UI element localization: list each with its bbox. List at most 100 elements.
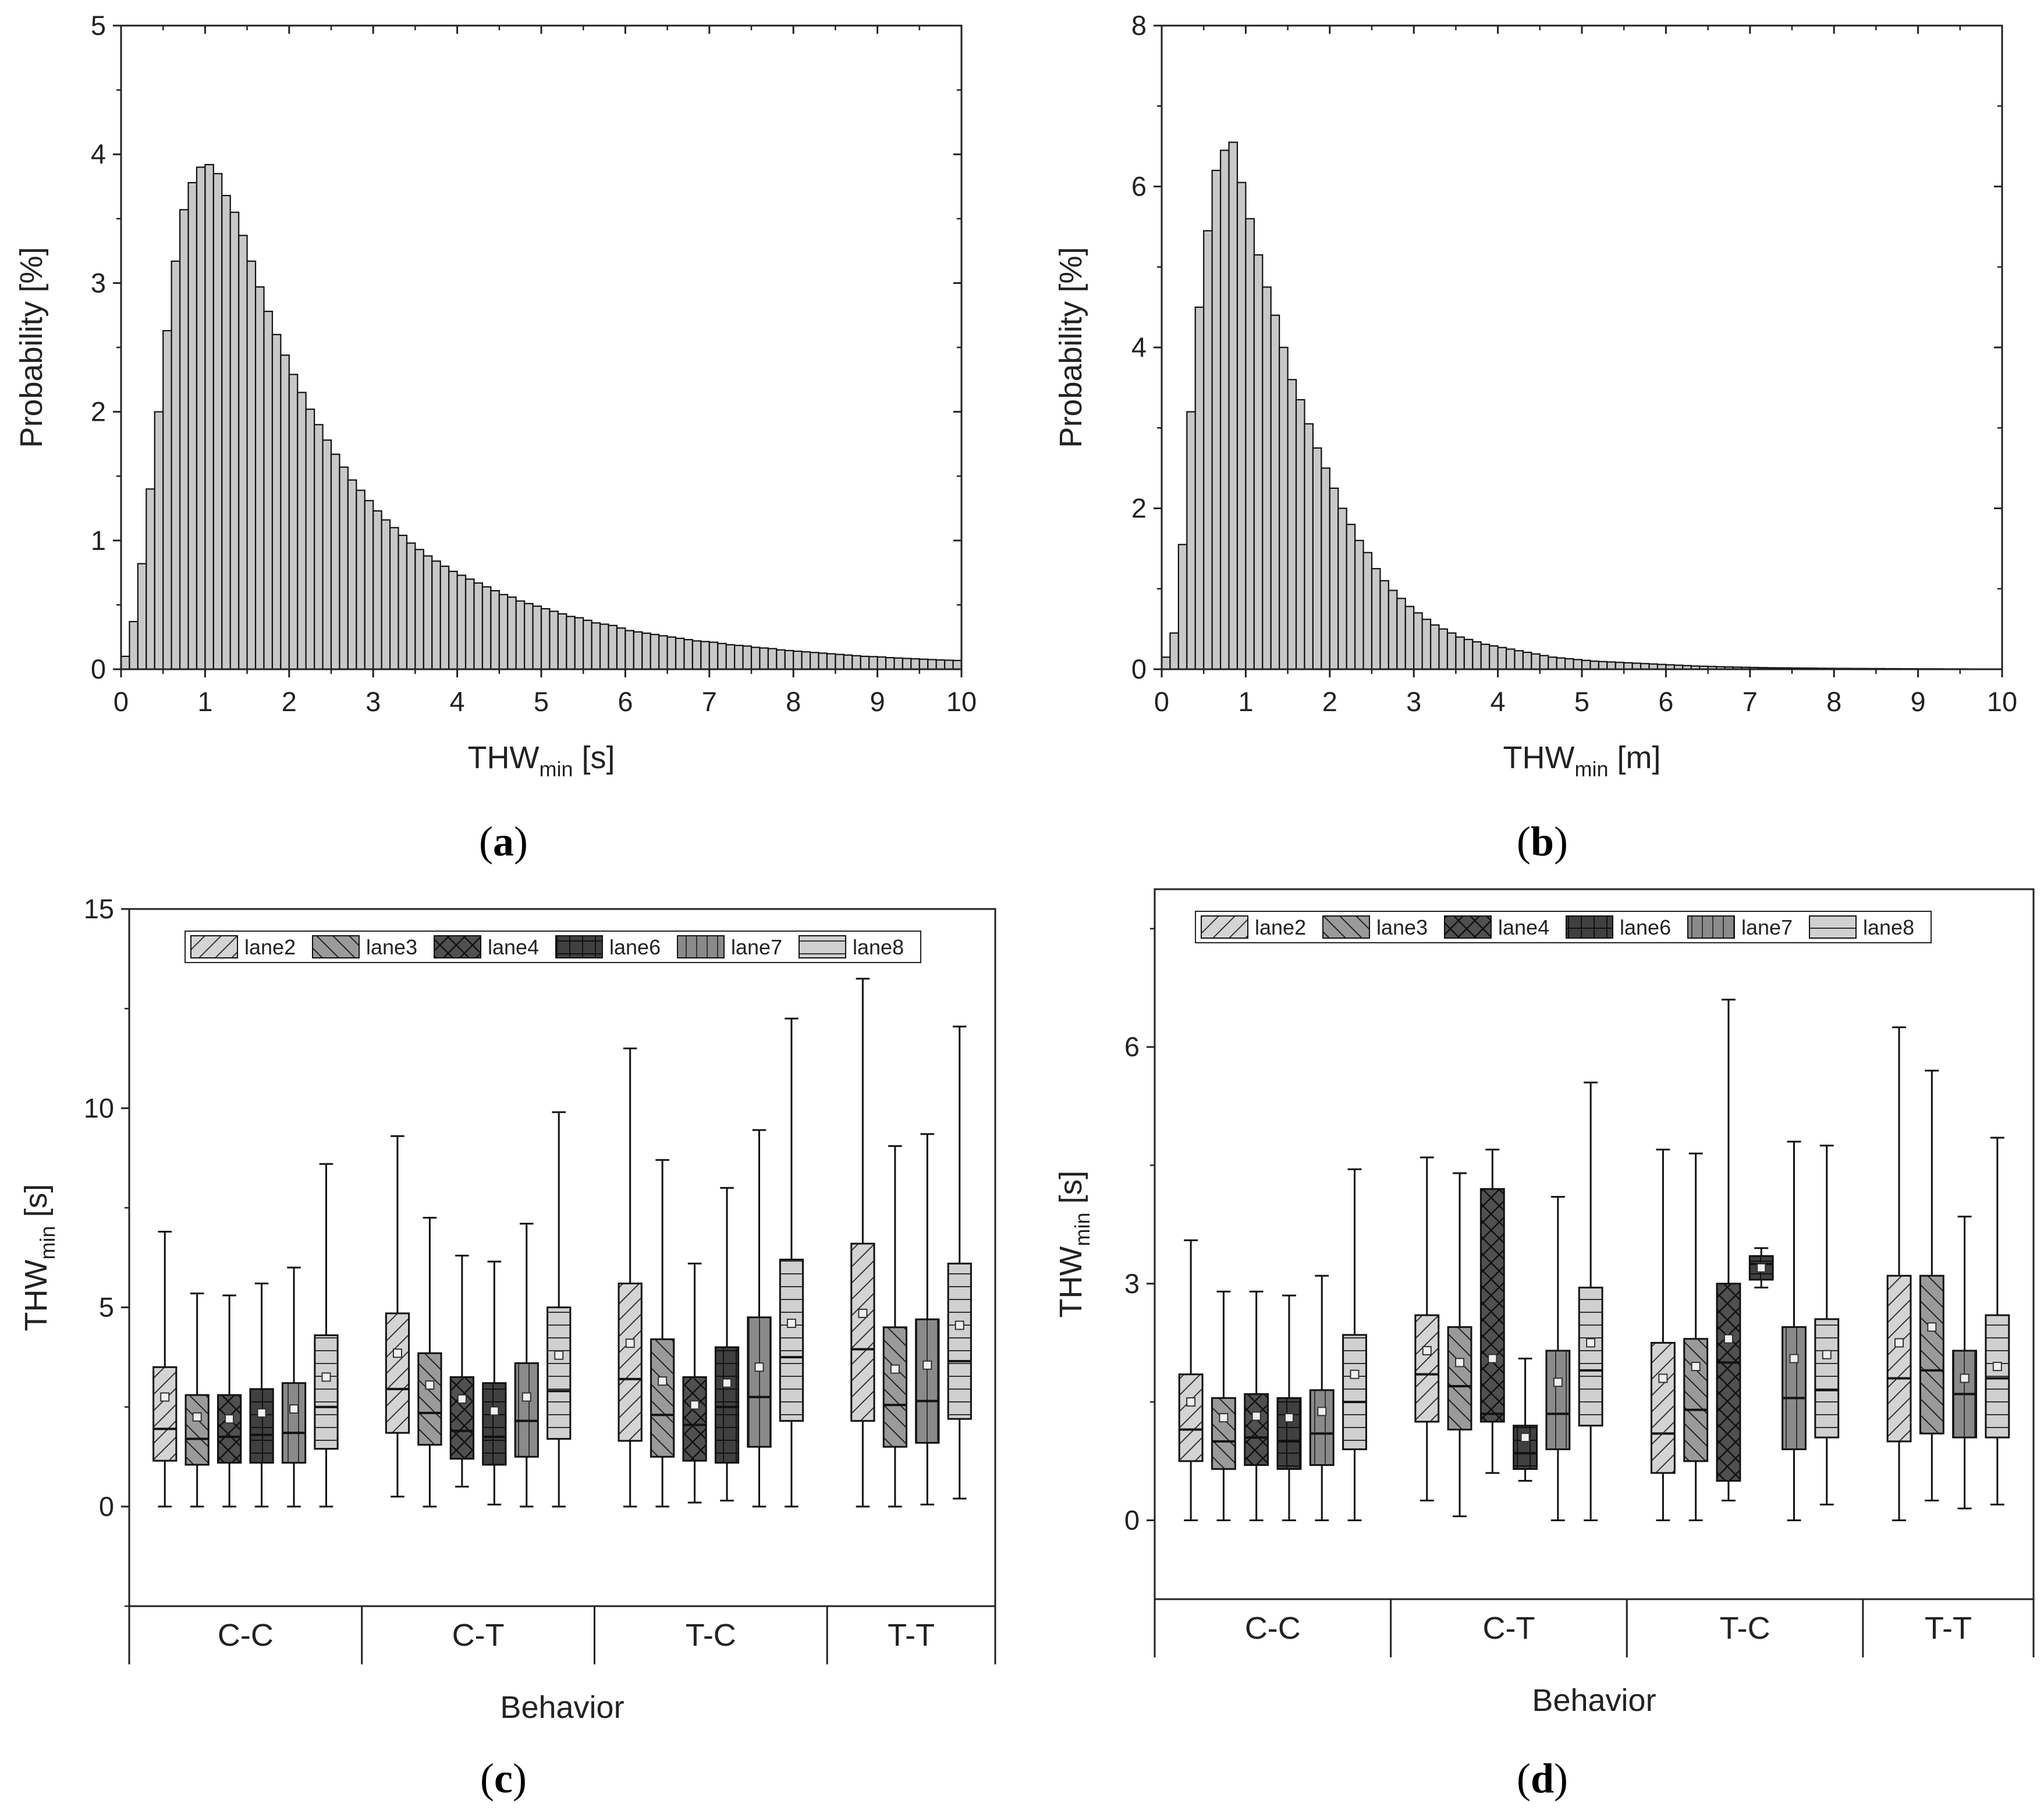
box-iqr [1447,1326,1472,1431]
legend-label: lane3 [1376,915,1428,939]
x-tick-label: 5 [1574,686,1589,717]
y-tick-label: 0 [1131,654,1147,684]
box-iqr [779,1258,804,1422]
histogram-bar [297,392,307,670]
histogram-bar [868,656,878,670]
histogram-bar [1312,447,1322,670]
box-lane7 [1952,1216,1978,1510]
box-lane7 [1545,1196,1571,1521]
histogram-bar [1211,169,1222,670]
x-axis-title: Behavior [1532,1683,1656,1718]
histogram-bar [431,560,441,670]
boxplot-panel-c: 0 5 10 15 C-C C-T T-C T-T Behavior THWmin [s] lane… [19,893,996,1802]
histogram-bar [1497,647,1507,670]
histogram-bar [381,519,391,670]
histogram-bar [1564,658,1574,670]
box-mean-marker [690,1400,700,1410]
category-label: C-C [218,1618,274,1653]
legend-swatch [1201,915,1248,939]
box-iqr [1545,1350,1571,1450]
histogram-bar [725,644,736,670]
legend-swatch [1444,915,1492,939]
legend-label: lane3 [366,935,417,959]
histogram-bar [204,164,214,670]
category-label: C-T [452,1618,505,1653]
histogram-bar [1623,662,1633,670]
legend-label: lane6 [609,935,661,959]
histogram-bar [439,565,450,670]
box-lane6 [714,1187,740,1502]
box-lane6 [482,1260,507,1505]
box-mean-marker [1756,1263,1766,1273]
histogram-bar [524,603,534,670]
box-iqr [1683,1338,1709,1462]
histogram-bar [1203,230,1213,670]
histogram-bar [1413,612,1423,670]
histogram-bar [851,655,861,670]
histogram-bar [339,466,349,670]
histogram-bar [356,489,365,670]
box-mean-marker [1822,1350,1832,1359]
histogram-bar [423,555,433,670]
box-mean-marker [1350,1369,1360,1379]
histogram-bar [1480,644,1491,670]
histogram-bar [137,563,147,670]
histogram-bar [1421,619,1432,670]
histogram-bar [1295,399,1305,670]
box-iqr [1244,1393,1269,1466]
histogram-bar [1606,661,1616,670]
histogram-bar [187,182,198,670]
box-lane4 [1479,1148,1505,1474]
category-label: T-C [686,1618,736,1653]
box-iqr [281,1382,307,1464]
histogram-bar [759,647,769,670]
box-lane6 [1513,1358,1538,1482]
box-iqr [1886,1274,1912,1443]
histogram-bar [641,632,651,670]
x-axis-title: THWmin [s] [468,740,615,781]
box-iqr [1178,1373,1204,1462]
histogram-bar [1581,659,1591,670]
histogram-bar [826,653,836,670]
box-lane7 [1309,1274,1335,1521]
histogram-bar [1228,141,1239,670]
box-lane2 [385,1135,410,1498]
box-mean-marker [554,1350,564,1360]
box-iqr [747,1316,772,1448]
histogram-bar [700,641,710,670]
x-tick-label: 5 [534,686,549,717]
box-lane8 [547,1111,572,1508]
histogram-bar [616,627,626,670]
legend-label: lane8 [1863,915,1914,939]
histogram-bar [1446,632,1457,670]
box-iqr [482,1382,507,1466]
histogram-bar [893,657,904,670]
box-mean-marker [890,1364,900,1374]
box-mean-marker [1520,1433,1530,1443]
histogram-bar [549,610,559,670]
box-lane2 [152,1231,178,1508]
histogram-bar [1379,580,1389,670]
box-lane7 [514,1223,539,1508]
histogram-bar [666,636,677,670]
y-tick-label: 2 [91,396,106,427]
box-iqr [714,1346,740,1464]
histogram-bar [305,409,315,670]
histogram-bar [271,333,282,670]
box-mean-marker [1992,1362,2002,1372]
box-iqr [385,1312,410,1434]
x-tick-label: 8 [786,686,801,717]
y-tick-label: 3 [1124,1268,1140,1299]
box-mean-marker [1658,1373,1668,1383]
plot-frame [1154,888,2035,1600]
box-lane3 [184,1292,210,1508]
box-iqr [850,1242,875,1422]
x-tick-label: 6 [1658,686,1673,717]
box-lane6 [249,1282,274,1508]
histogram-bar [691,640,702,670]
histogram-bar [557,613,567,670]
histogram-bar [1177,544,1188,670]
x-tick-label: 6 [618,686,633,717]
legend-swatch [1687,915,1735,939]
box-lane8 [314,1163,339,1508]
